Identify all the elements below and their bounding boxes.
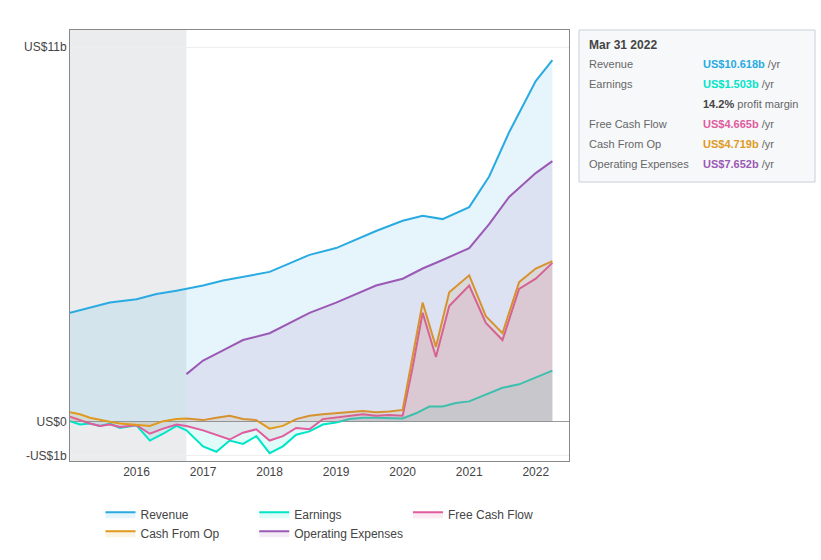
svg-text:US$7.652b /yr: US$7.652b /yr <box>703 158 774 170</box>
svg-text:US$4.665b /yr: US$4.665b /yr <box>703 118 774 130</box>
svg-text:Earnings: Earnings <box>589 78 633 90</box>
svg-text:2016: 2016 <box>123 465 150 479</box>
svg-text:2017: 2017 <box>190 465 217 479</box>
svg-text:Mar 31 2022: Mar 31 2022 <box>589 38 657 52</box>
svg-text:US$1.503b /yr: US$1.503b /yr <box>703 78 774 90</box>
svg-text:Operating Expenses: Operating Expenses <box>294 527 403 541</box>
svg-text:Revenue: Revenue <box>141 508 189 522</box>
svg-text:2020: 2020 <box>389 465 416 479</box>
svg-text:2022: 2022 <box>522 465 549 479</box>
svg-text:Cash From Op: Cash From Op <box>141 527 220 541</box>
svg-text:2019: 2019 <box>323 465 350 479</box>
svg-text:Free Cash Flow: Free Cash Flow <box>589 118 667 130</box>
svg-text:2018: 2018 <box>256 465 283 479</box>
svg-text:Operating Expenses: Operating Expenses <box>589 158 689 170</box>
svg-text:Revenue: Revenue <box>589 58 633 70</box>
svg-text:US$4.719b /yr: US$4.719b /yr <box>703 138 774 150</box>
svg-text:US$11b: US$11b <box>24 40 67 54</box>
svg-text:14.2% profit margin: 14.2% profit margin <box>703 98 798 110</box>
svg-text:Free Cash Flow: Free Cash Flow <box>448 508 533 522</box>
svg-text:US$10.618b /yr: US$10.618b /yr <box>703 58 780 70</box>
svg-text:2021: 2021 <box>456 465 483 479</box>
svg-text:Cash From Op: Cash From Op <box>589 138 661 150</box>
svg-text:-US$1b: -US$1b <box>26 449 67 463</box>
svg-text:US$0: US$0 <box>37 415 67 429</box>
svg-text:Earnings: Earnings <box>294 508 341 522</box>
